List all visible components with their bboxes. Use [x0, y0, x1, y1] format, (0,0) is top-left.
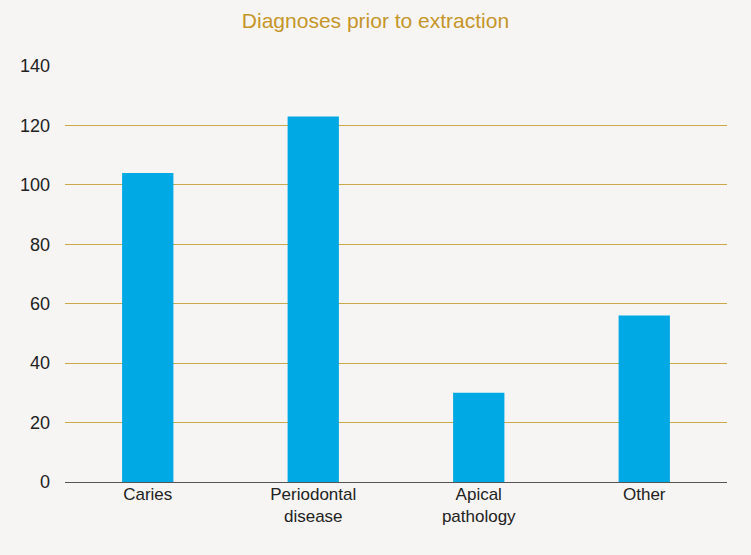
svg-text:100: 100	[20, 175, 50, 195]
svg-text:Caries: Caries	[123, 485, 172, 504]
svg-text:20: 20	[30, 413, 50, 433]
svg-text:80: 80	[30, 235, 50, 255]
svg-text:140: 140	[20, 56, 50, 76]
svg-text:40: 40	[30, 353, 50, 373]
svg-text:60: 60	[30, 294, 50, 314]
svg-text:120: 120	[20, 116, 50, 136]
svg-text:0: 0	[40, 472, 50, 492]
svg-text:Apicalpathology: Apicalpathology	[442, 485, 516, 526]
svg-text:Diagnoses prior to extraction: Diagnoses prior to extraction	[242, 9, 509, 32]
svg-text:Other: Other	[623, 485, 666, 504]
svg-text:Periodontaldisease: Periodontaldisease	[270, 485, 356, 526]
